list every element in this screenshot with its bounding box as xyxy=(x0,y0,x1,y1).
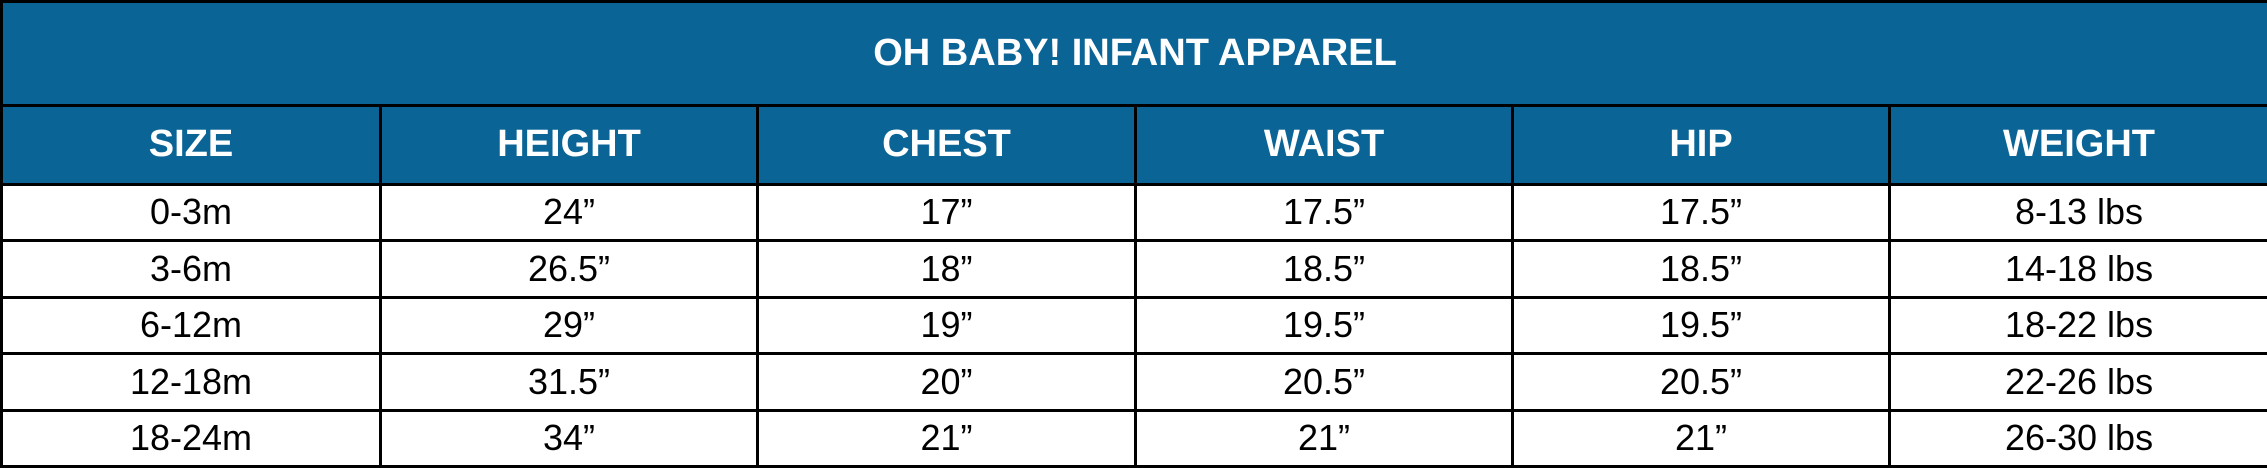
data-row: 12-18m 31.5” 20” 20.5” 20.5” 22-26 lbs xyxy=(0,352,2267,412)
header-row: SIZE HEIGHT CHEST WAIST HIP WEIGHT xyxy=(0,103,2267,186)
table-cell: 20.5” xyxy=(1134,352,1514,412)
table-cell: 18” xyxy=(756,239,1137,299)
table-cell: 22-26 lbs xyxy=(1887,352,2267,412)
table-cell: 20.5” xyxy=(1511,352,1891,412)
data-row: 0-3m 24” 17” 17.5” 17.5” 8-13 lbs xyxy=(0,182,2267,243)
title-row: OH BABY! INFANT APPAREL xyxy=(0,0,2267,107)
table-cell: 17.5” xyxy=(1134,182,1514,243)
column-header: SIZE xyxy=(0,103,382,186)
column-header: HEIGHT xyxy=(379,103,759,186)
table-cell: 17” xyxy=(756,182,1137,243)
table-cell: 18.5” xyxy=(1134,239,1514,299)
table-cell: 3-6m xyxy=(0,239,382,299)
table-cell: 31.5” xyxy=(379,352,759,412)
table-cell: 21” xyxy=(756,408,1137,468)
table-cell: 26.5” xyxy=(379,239,759,299)
table-cell: 0-3m xyxy=(0,182,382,243)
data-row: 18-24m 34” 21” 21” 21” 26-30 lbs xyxy=(0,408,2267,468)
table-cell: 6-12m xyxy=(0,295,382,356)
table-cell: 21” xyxy=(1511,408,1891,468)
table-cell: 18-24m xyxy=(0,408,382,468)
table-cell: 12-18m xyxy=(0,352,382,412)
table-cell: 19.5” xyxy=(1511,295,1891,356)
data-row: 3-6m 26.5” 18” 18.5” 18.5” 14-18 lbs xyxy=(0,239,2267,299)
table-cell: 18.5” xyxy=(1511,239,1891,299)
table-cell: 34” xyxy=(379,408,759,468)
table-cell: 26-30 lbs xyxy=(1887,408,2267,468)
column-header: HIP xyxy=(1511,103,1891,186)
table-cell: 19.5” xyxy=(1134,295,1514,356)
data-row: 6-12m 29” 19” 19.5” 19.5” 18-22 lbs xyxy=(0,295,2267,356)
column-header: WAIST xyxy=(1134,103,1514,186)
table-cell: 24” xyxy=(379,182,759,243)
table-cell: 20” xyxy=(756,352,1137,412)
table-cell: 19” xyxy=(756,295,1137,356)
table-cell: 18-22 lbs xyxy=(1887,295,2267,356)
table-cell: 14-18 lbs xyxy=(1887,239,2267,299)
column-header: CHEST xyxy=(756,103,1137,186)
table-cell: 17.5” xyxy=(1511,182,1891,243)
table-cell: 21” xyxy=(1134,408,1514,468)
table-cell: 8-13 lbs xyxy=(1887,182,2267,243)
table-title: OH BABY! INFANT APPAREL xyxy=(0,0,2267,107)
column-header: WEIGHT xyxy=(1887,103,2267,186)
table-cell: 29” xyxy=(379,295,759,356)
